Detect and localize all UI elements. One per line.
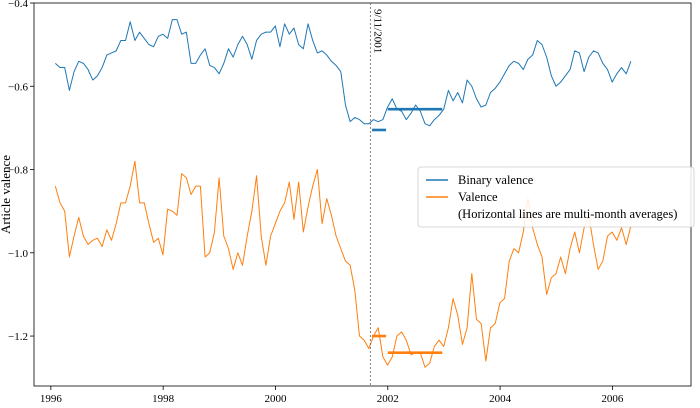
y-tick-label: −0.4 — [8, 0, 28, 10]
x-tick-label: 2002 — [377, 393, 399, 405]
legend: Binary valence Valence (Horizontal lines a… — [417, 166, 695, 228]
legend-label: Binary valence — [458, 173, 534, 187]
x-tick-label: 2006 — [601, 393, 624, 405]
legend-note: (Horizontal lines are multi-month averag… — [458, 207, 677, 221]
legend-label: Valence — [458, 190, 498, 204]
x-axis: 1996 1998 2000 2002 2004 2006 — [40, 386, 624, 405]
y-tick-label: −0.8 — [8, 165, 28, 177]
series-line-binary-valence — [55, 19, 632, 127]
legend-box — [417, 166, 695, 228]
annotation-layer: 9/11/2001 — [369, 3, 383, 386]
series-line-valence — [54, 160, 632, 368]
y-tick-label: −0.6 — [8, 81, 28, 93]
annotation-label: 9/11/2001 — [371, 9, 383, 53]
x-tick-label: 2004 — [489, 393, 512, 405]
x-tick-label: 1996 — [40, 393, 63, 405]
y-axis-title: Article valence — [0, 155, 13, 234]
series-layer — [54, 19, 632, 368]
y-tick-label: −1.0 — [8, 248, 28, 260]
x-tick-label: 1998 — [152, 393, 175, 405]
x-tick-label: 2000 — [264, 393, 287, 405]
y-tick-label: −1.2 — [8, 331, 28, 343]
y-axis: −0.4 −0.6 −0.8 −1.0 −1.2 — [8, 0, 34, 343]
